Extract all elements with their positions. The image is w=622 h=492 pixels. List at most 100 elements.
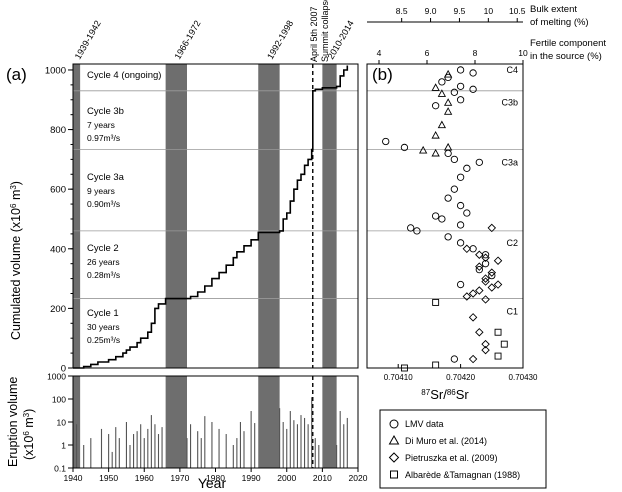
point-pietruszka: [481, 277, 490, 286]
point-lmv: [438, 215, 446, 223]
point-lmv: [431, 102, 440, 110]
top-tick-label: 6: [425, 48, 430, 58]
panel-a-frame: [72, 63, 359, 369]
top-axis-fertile-label-1: Fertile component: [530, 38, 606, 49]
x-tick-label: 0.70420: [446, 373, 475, 382]
panel-b-frame: [366, 63, 524, 369]
x-tick-label: 1950: [99, 473, 118, 483]
point-pietruszka: [487, 268, 497, 277]
legend-item-dimuro: Di Muro et al. (2014): [388, 434, 487, 446]
cycle-3a-years: 9 years: [87, 186, 115, 196]
legend: LMV data Di Muro et al. (2014) Pietruszk…: [379, 409, 547, 489]
shaded-period: [322, 64, 337, 368]
point-lmv: [463, 209, 471, 217]
point-lmv: [456, 66, 465, 74]
x-tick-label: 0.70410: [384, 373, 413, 382]
point-dimuro: [419, 145, 428, 154]
legend-label: Di Muro et al. (2014): [405, 436, 487, 446]
point-lmv: [456, 239, 465, 247]
point-dimuro: [431, 83, 440, 91]
point-pietruszka: [475, 327, 484, 337]
point-dimuro: [443, 142, 453, 151]
top-tick-label: 10: [518, 48, 528, 58]
panel-b-xlabel: 87Sr/86Sr: [421, 387, 469, 402]
point-lmv: [475, 265, 483, 274]
event-label: April 5th 2007 Summit collapse: [309, 0, 330, 62]
top-tick-label: 9.5: [454, 6, 466, 16]
top-axis-melting-label-1: Bulk extent: [530, 4, 577, 15]
cycle-3b-rate: 0.97m³/s: [87, 133, 120, 143]
panel-b-x-ticks: 0.70410 0.70420 0.70430: [384, 364, 538, 382]
point-lmv: [456, 82, 465, 91]
point-pietruszka: [468, 289, 478, 298]
point-dimuro: [431, 148, 440, 157]
strontium-points: [382, 66, 508, 372]
panel-b-strontium: 0.70410 0.70420 0.70430 8.5 9.0 9.5 10 10.5 4 6…: [366, 4, 606, 402]
cycle-3b-years: 7 years: [87, 120, 115, 130]
x-tick-label: 0.70430: [509, 373, 538, 382]
x-tick-label: 1990: [242, 473, 261, 483]
cycle-3a-title: Cycle 3a: [87, 172, 125, 183]
y-tick-label: 10: [57, 418, 67, 428]
point-dimuro: [437, 89, 447, 97]
point-pietruszka: [481, 345, 490, 355]
panel-a-ylabel: Cumulated volume (x106 m3): [9, 181, 24, 340]
point-lmv: [469, 69, 477, 77]
point-pietruszka: [468, 313, 478, 322]
lower-x-ticks: 1940 1950 1960 1970 1980 1990 2000 2010 2020: [64, 468, 368, 483]
point-lmv: [400, 143, 409, 152]
shaded-period: [73, 376, 81, 468]
point-albarede: [494, 328, 502, 336]
period-label: 1939-1942: [73, 19, 103, 61]
point-lmv: [456, 173, 465, 181]
x-tick-label: 1980: [206, 473, 225, 483]
point-pietruszka: [475, 286, 484, 295]
cycle-2-years: 26 years: [87, 257, 120, 267]
panel-b-cycle-boundaries: [367, 90, 523, 299]
period-label: 2010-2014: [326, 19, 356, 61]
point-lmv: [444, 194, 452, 202]
point-dimuro: [443, 98, 453, 106]
shaded-period: [258, 64, 280, 368]
top-axis-melting: 8.5 9.0 9.5 10 10.5: [396, 6, 526, 22]
point-pietruszka: [487, 223, 497, 233]
cycle-tag: C1: [506, 306, 518, 316]
y-tick-label: 1000: [45, 65, 66, 76]
point-lmv: [488, 271, 496, 280]
y-tick-label: 1: [61, 441, 66, 451]
point-pietruszka: [487, 283, 497, 292]
eruption-volume-bars: [76, 397, 348, 468]
point-pietruszka: [481, 253, 490, 262]
top-tick-label: 8: [473, 48, 478, 58]
panel-b-cycle-tags: C4 C3b C3a C2 C1: [501, 65, 518, 316]
legend-label: Albarède &Tamagnan (1988): [405, 470, 520, 480]
top-axis-fertile: 4 6 8 10: [377, 48, 528, 64]
diamond-marker-icon: [388, 452, 400, 463]
legend-item-lmv: LMV data: [389, 419, 444, 429]
shaded-period: [165, 376, 187, 468]
point-lmv: [450, 88, 459, 96]
lower-ylabel-2: (x106 m3): [22, 409, 37, 460]
legend-label: Pietruszka et al. (2009): [405, 453, 498, 463]
point-lmv: [444, 149, 452, 158]
point-albarede: [400, 364, 408, 372]
point-lmv: [431, 212, 440, 220]
panel-a-shaded-periods: [73, 64, 337, 368]
cycle-tag: C4: [506, 65, 518, 75]
circle-marker-icon: [389, 419, 399, 429]
point-dimuro: [443, 69, 453, 78]
period-label: 1966-1972: [172, 19, 202, 61]
point-lmv: [438, 78, 446, 86]
x-tick-label: 2010: [313, 473, 332, 483]
legend-label: LMV data: [405, 419, 444, 429]
point-lmv: [475, 158, 483, 167]
top-tick-label: 4: [377, 48, 382, 58]
cycle-1-years: 30 years: [87, 322, 120, 332]
cycle-tag: C2: [506, 238, 518, 248]
event-label-collapse: Summit collapse: [320, 0, 330, 62]
cycle-4-title: Cycle 4 (ongoing): [87, 70, 161, 81]
cycle-2-rate: 0.28m³/s: [87, 270, 120, 280]
point-dimuro: [431, 130, 440, 139]
point-lmv: [456, 280, 465, 289]
